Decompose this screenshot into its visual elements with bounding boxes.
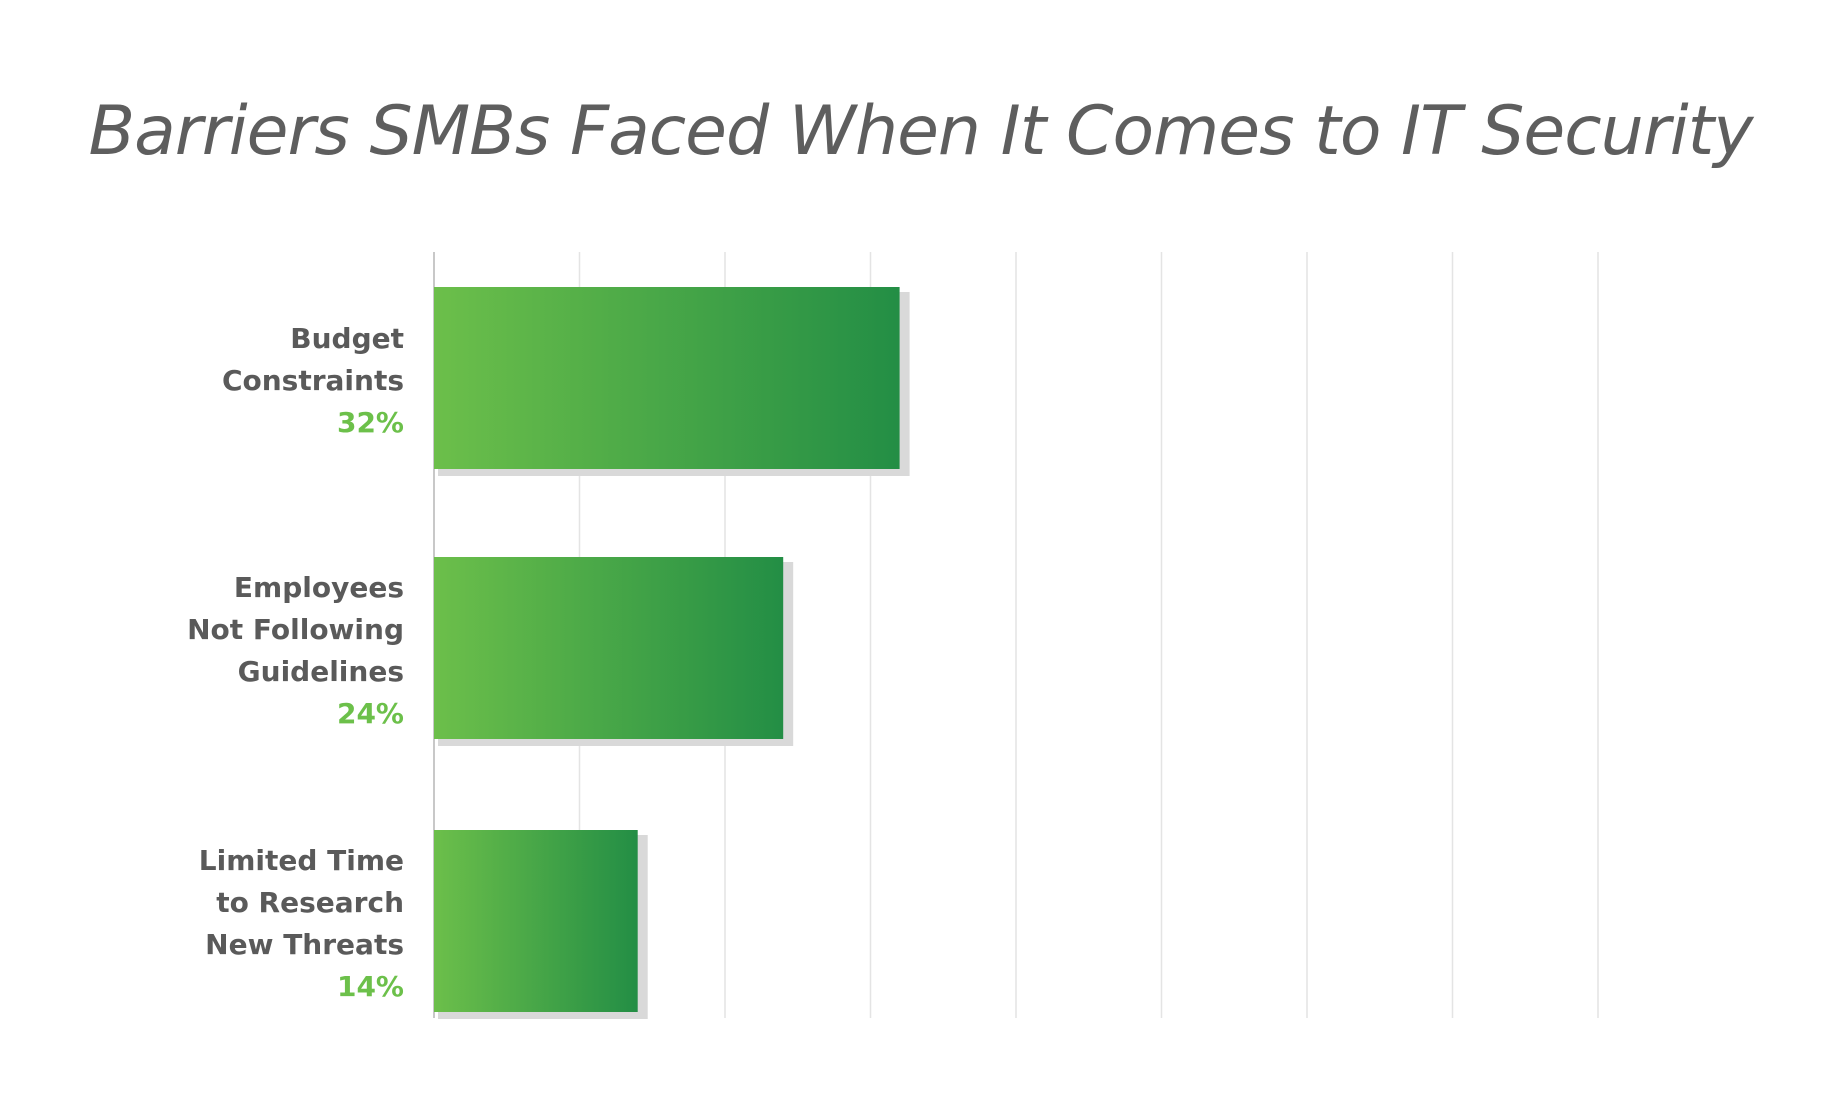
- category-label: Not Following: [187, 613, 404, 646]
- bar: [434, 830, 638, 1012]
- category-label: Employees: [234, 571, 404, 604]
- chart-title: Barriers SMBs Faced When It Comes to IT …: [88, 92, 1753, 171]
- bar: [434, 557, 784, 739]
- value-label: 32%: [337, 406, 404, 439]
- category-label: Budget: [290, 322, 404, 355]
- category-label: New Threats: [205, 928, 404, 961]
- bar: [434, 287, 900, 469]
- category-label: to Research: [216, 886, 404, 919]
- category-labels: Budget Constraints 32% Employees Not Followi…: [187, 322, 404, 1003]
- category-label: Limited Time: [199, 844, 404, 877]
- bars: [434, 287, 910, 1019]
- value-label: 14%: [337, 970, 404, 1003]
- value-label: 24%: [337, 697, 404, 730]
- category-label: Constraints: [222, 364, 404, 397]
- category-label: Guidelines: [238, 655, 404, 688]
